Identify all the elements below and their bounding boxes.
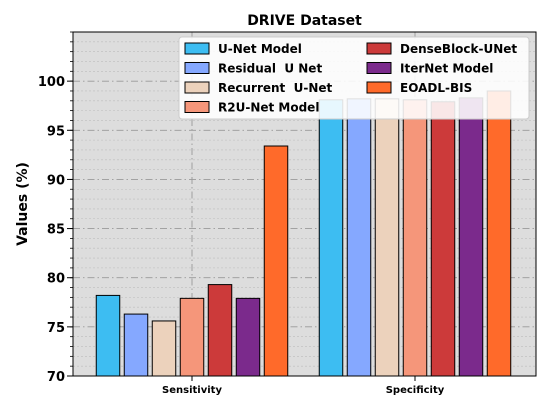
bar-recurrent-u-net-specificity [374, 98, 400, 377]
axis-ticks: 70 75 80 85 90 95 100 Sensitivity Specificity [38, 31, 445, 396]
legend-swatch [184, 62, 210, 74]
y-tick-label: 90 [47, 173, 65, 188]
bar-iternet-model-sensitivity [235, 297, 261, 377]
legend-label: R2U-Net Model [218, 101, 319, 115]
y-tick-label: 85 [47, 223, 65, 238]
bar-u-net-model-sensitivity [95, 294, 121, 377]
y-tick-label: 100 [38, 75, 65, 90]
legend-label: Residual U Net [218, 62, 322, 76]
legend-swatch [184, 42, 210, 55]
legend: U-Net Model Residual U Net Recurrent U-Net… [178, 36, 530, 120]
bar-u-net-model-specificity [318, 99, 344, 377]
bar-residual-u-net-specificity [346, 98, 372, 377]
chart-title: DRIVE Dataset [247, 13, 362, 29]
bar-eoadl-bis-specificity [486, 90, 512, 377]
legend-swatch [184, 81, 210, 94]
plot-frame [72, 31, 537, 377]
bar-denseblock-unet-sensitivity [207, 284, 233, 377]
legend-swatch [184, 101, 210, 113]
y-tick-label: 75 [47, 321, 65, 336]
legend-box [178, 36, 530, 120]
legend-label: DenseBlock-UNet [400, 42, 517, 56]
x-tick-label: Sensitivity [162, 385, 222, 396]
bar-r2u-net-model-sensitivity [179, 297, 205, 377]
bar-recurrent-u-net-sensitivity [151, 320, 177, 377]
bar-denseblock-unet-specificity [430, 101, 456, 377]
bars [95, 90, 512, 377]
y-tick-label: 70 [47, 370, 65, 385]
bar-residual-u-net-sensitivity [123, 313, 149, 377]
y-tick-label: 95 [47, 124, 65, 139]
legend-label: IterNet Model [400, 62, 493, 76]
legend-label: EOADL-BIS [400, 81, 472, 95]
legend-swatch [366, 42, 392, 55]
bar-eoadl-bis-sensitivity [263, 145, 289, 377]
legend-label: U-Net Model [218, 42, 302, 56]
legend-swatch [366, 81, 392, 94]
bar-r2u-net-model-specificity [402, 99, 428, 377]
y-axis-label: Values (%) [15, 162, 31, 246]
y-tick-label: 80 [47, 272, 65, 287]
x-tick-label: Specificity [386, 385, 445, 396]
legend-label: Recurrent U-Net [218, 81, 333, 95]
bar-iternet-model-specificity [458, 97, 484, 377]
legend-swatch [366, 62, 392, 74]
